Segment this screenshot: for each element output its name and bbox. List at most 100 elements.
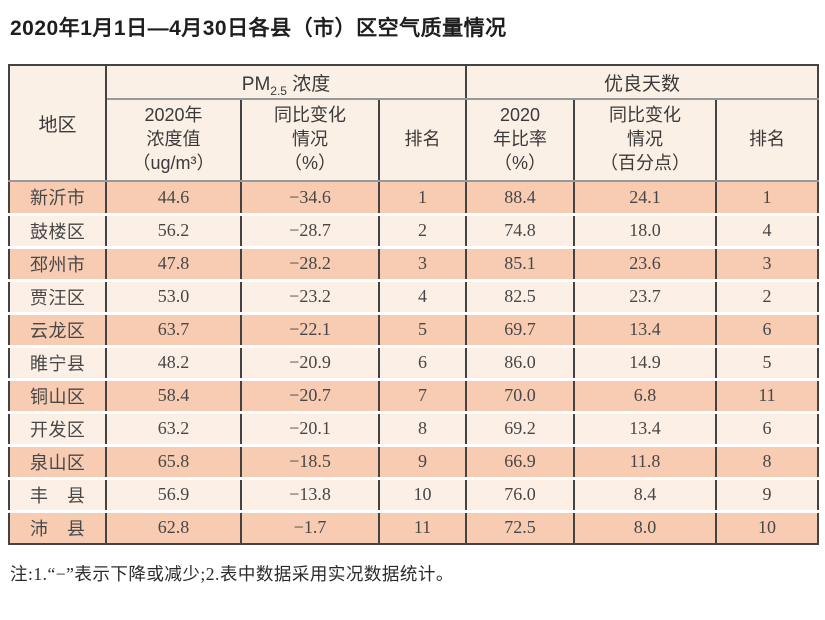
ratio-rank-cell: 11: [714, 377, 820, 412]
ratio-value-cell: 76.0: [465, 476, 575, 511]
air-quality-table: 地区 PM2.5 浓度 优良天数 2020年 浓度值 （ug/m³） 同比变化 …: [8, 64, 820, 545]
ratio-change-cell: 11.8: [573, 443, 717, 478]
ratio-value-cell: 86.0: [465, 344, 575, 379]
table-row: 鼓楼区 56.2 −28.7 2 74.8 18.0 4: [8, 212, 820, 247]
pm25-value-cell: 56.9: [105, 476, 242, 511]
pm25-label-subscript: 2.5: [270, 83, 287, 98]
ratio-rank-cell: 3: [714, 245, 820, 280]
pm25-value-cell: 63.7: [105, 311, 242, 346]
ratio-change-cell: 13.4: [573, 410, 717, 445]
pm25-value-cell: 63.2: [105, 410, 242, 445]
region-cell: 开发区: [8, 410, 107, 445]
table-row: 沛县 62.8 −1.7 11 72.5 8.0 10: [8, 509, 820, 544]
table-row: 新沂市 44.6 −34.6 1 88.4 24.1 1: [8, 181, 820, 214]
pm25-rank-cell: 7: [378, 377, 467, 412]
table-row: 邳州市 47.8 −28.2 3 85.1 23.6 3: [8, 245, 820, 280]
pm25-change-cell: −28.2: [240, 245, 380, 280]
page: 2020年1月1日—4月30日各县（市）区空气质量情况 地区 PM2.5 浓度 …: [8, 17, 820, 584]
pm25-change-cell: −20.1: [240, 410, 380, 445]
pm25-change-cell: −34.6: [240, 181, 380, 214]
page-title: 2020年1月1日—4月30日各县（市）区空气质量情况: [10, 17, 507, 40]
table-row: 泉山区 65.8 −18.5 9 66.9 11.8 8: [8, 443, 820, 478]
ratio-change-cell: 18.0: [573, 212, 717, 247]
ratio-value-cell: 66.9: [465, 443, 575, 478]
pm25-value-cell: 58.4: [105, 377, 242, 412]
region-cell: 铜山区: [8, 377, 107, 412]
table-row: 开发区 63.2 −20.1 8 69.2 13.4 6: [8, 410, 820, 445]
region-cell: 新沂市: [8, 181, 107, 214]
region-name: 铜山区: [30, 386, 85, 407]
region-cell: 丰县: [8, 476, 107, 511]
header-region: 地区: [8, 65, 107, 182]
region-name: 沛县: [30, 518, 85, 539]
table-row: 云龙区 63.7 −22.1 5 69.7 13.4 6: [8, 311, 820, 346]
header-row-groups: 地区 PM2.5 浓度 优良天数: [8, 65, 820, 182]
header-pm25-group: PM2.5 浓度: [105, 65, 467, 100]
ratio-rank-cell: 6: [714, 410, 820, 445]
footnote: 注:1.“−”表示下降或减少;2.表中数据采用实况数据统计。: [10, 564, 454, 584]
region-name: 邳州市: [30, 254, 85, 275]
pm25-value-cell: 65.8: [105, 443, 242, 478]
region-cell: 沛县: [8, 509, 107, 544]
table-row: 贾汪区 53.0 −23.2 4 82.5 23.7 2: [8, 278, 820, 313]
ratio-change-cell: 23.6: [573, 245, 717, 280]
region-cell: 贾汪区: [8, 278, 107, 313]
pm25-value-cell: 48.2: [105, 344, 242, 379]
pm25-rank-cell: 3: [378, 245, 467, 280]
region-name: 新沂市: [30, 188, 85, 209]
region-name: 开发区: [30, 419, 85, 440]
pm25-value-cell: 44.6: [105, 181, 242, 214]
ratio-rank-cell: 6: [714, 311, 820, 346]
pm25-rank-cell: 9: [378, 443, 467, 478]
ratio-value-cell: 74.8: [465, 212, 575, 247]
pm25-rank-cell: 5: [378, 311, 467, 346]
ratio-value-cell: 72.5: [465, 509, 575, 544]
ratio-value-cell: 88.4: [465, 181, 575, 214]
pm25-value-cell: 53.0: [105, 278, 242, 313]
ratio-change-cell: 8.4: [573, 476, 717, 511]
ratio-change-cell: 13.4: [573, 311, 717, 346]
pm25-label-suffix: 浓度: [286, 73, 331, 95]
pm25-value-cell: 62.8: [105, 509, 242, 544]
region-cell: 云龙区: [8, 311, 107, 346]
table-row: 铜山区 58.4 −20.7 7 70.0 6.8 11: [8, 377, 820, 412]
pm25-value-cell: 47.8: [105, 245, 242, 280]
header-pm25-change: 同比变化 情况 （%）: [240, 99, 380, 182]
pm25-rank-cell: 1: [378, 181, 467, 214]
region-name: 云龙区: [30, 320, 85, 341]
ratio-value-cell: 85.1: [465, 245, 575, 280]
region-cell: 泉山区: [8, 443, 107, 478]
pm25-rank-cell: 11: [378, 509, 467, 544]
pm25-label-prefix: PM: [241, 73, 271, 95]
pm25-change-cell: −18.5: [240, 443, 380, 478]
region-cell: 睢宁县: [8, 344, 107, 379]
ratio-rank-cell: 4: [714, 212, 820, 247]
ratio-rank-cell: 8: [714, 443, 820, 478]
ratio-value-cell: 69.7: [465, 311, 575, 346]
table-row: 丰县 56.9 −13.8 10 76.0 8.4 9: [8, 476, 820, 511]
pm25-change-cell: −23.2: [240, 278, 380, 313]
ratio-rank-cell: 2: [714, 278, 820, 313]
ratio-change-cell: 14.9: [573, 344, 717, 379]
ratio-change-cell: 24.1: [573, 181, 717, 214]
ratio-value-cell: 69.2: [465, 410, 575, 445]
pm25-change-cell: −13.8: [240, 476, 380, 511]
ratio-rank-cell: 5: [714, 344, 820, 379]
region-name: 丰县: [30, 485, 85, 506]
pm25-change-cell: −20.7: [240, 377, 380, 412]
ratio-change-cell: 23.7: [573, 278, 717, 313]
ratio-change-cell: 6.8: [573, 377, 717, 412]
header-row-sub: 2020年 浓度值 （ug/m³） 同比变化 情况 （%） 排名 2020 年比…: [9, 99, 820, 182]
ratio-change-cell: 8.0: [573, 509, 717, 544]
pm25-change-cell: −1.7: [240, 509, 380, 544]
region-cell: 邳州市: [8, 245, 107, 280]
ratio-value-cell: 82.5: [465, 278, 575, 313]
region-name: 鼓楼区: [30, 221, 85, 242]
region-name: 睢宁县: [30, 353, 85, 374]
pm25-change-cell: −22.1: [240, 311, 380, 346]
ratio-rank-cell: 9: [714, 476, 820, 511]
pm25-rank-cell: 2: [378, 212, 467, 247]
pm25-rank-cell: 10: [378, 476, 467, 511]
region-cell: 鼓楼区: [8, 212, 107, 247]
pm25-rank-cell: 4: [378, 278, 467, 313]
